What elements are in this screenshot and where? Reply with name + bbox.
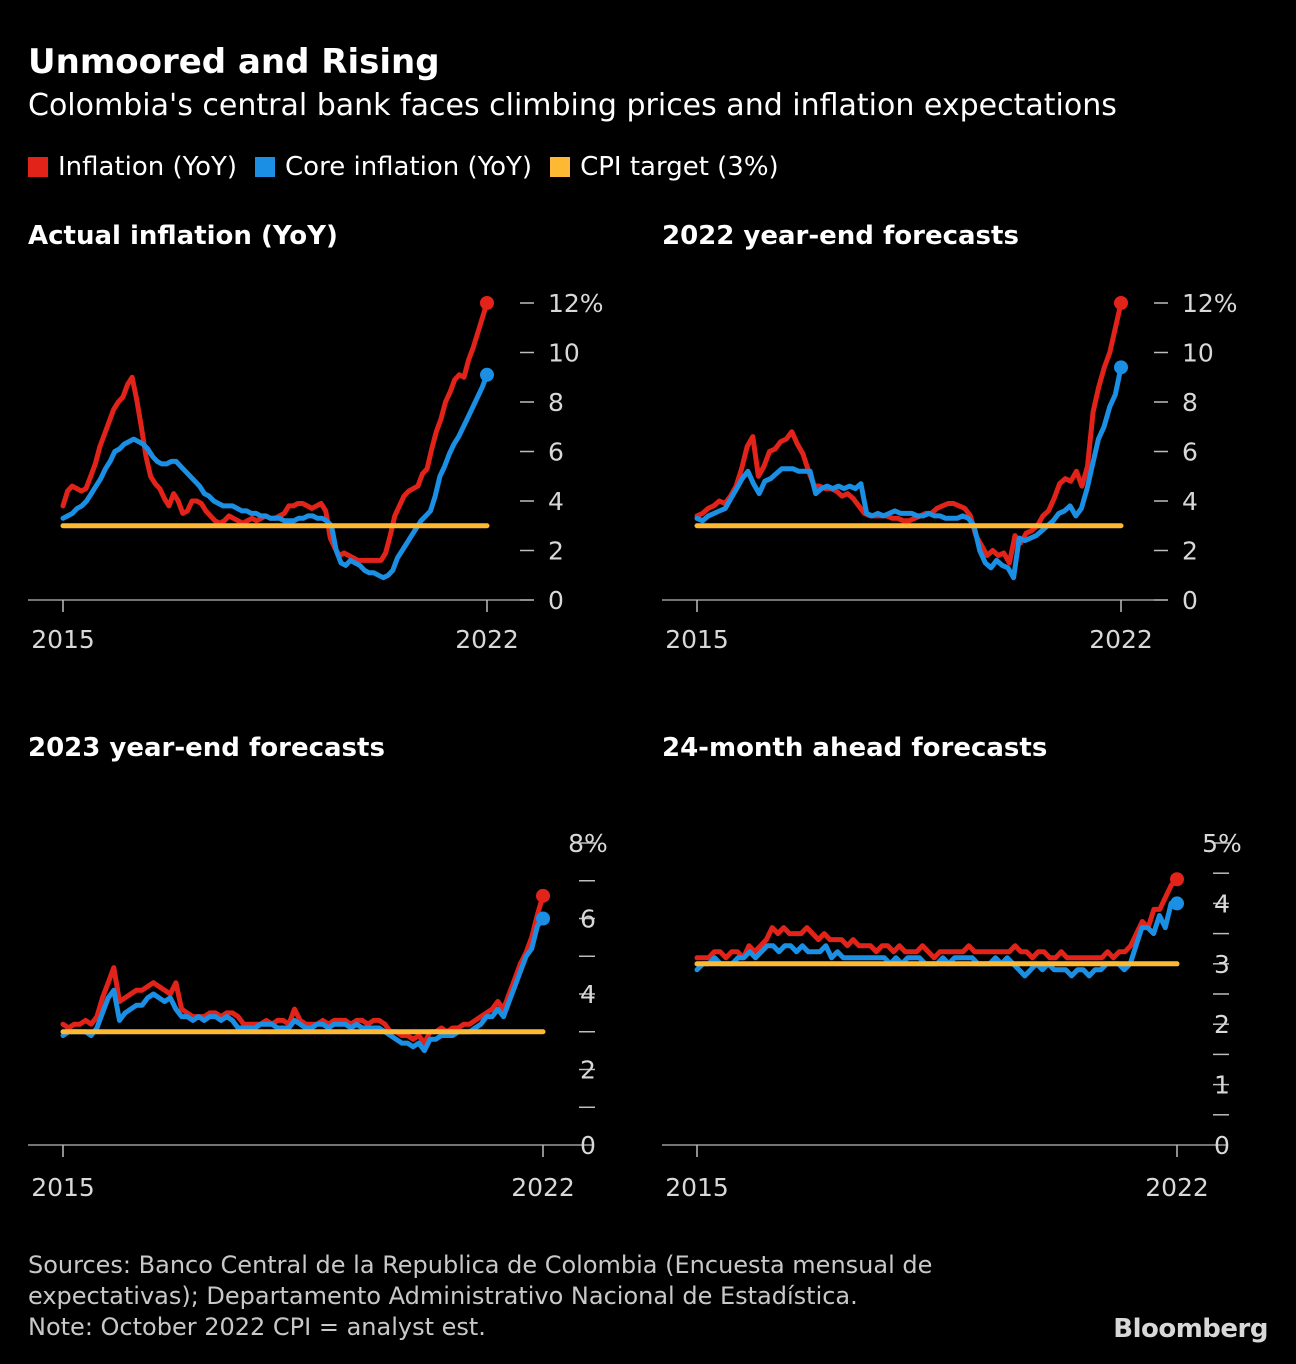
panel-title-2023-forecasts: 2023 year-end forecasts (28, 733, 385, 763)
series-line-inflation-yoy (694, 300, 1124, 566)
series-end-dot-inflation-yoy (536, 888, 550, 903)
x-tick-label: 2022 (1089, 625, 1153, 654)
y-tick-label: 2 (580, 1056, 596, 1085)
y-tick-label: 8 (1182, 388, 1198, 417)
y-tick-label: 4 (1214, 889, 1230, 918)
y-tick-label: 5% (1202, 829, 1242, 858)
footer-sources-line-2: expectativas); Departamento Administrati… (28, 1282, 858, 1310)
legend-item-core-inflation: Core inflation (YoY) (255, 150, 532, 184)
series-line-inflation-yoy (60, 893, 546, 1046)
legend-swatch-cpi-target (550, 157, 571, 177)
x-tick-label: 2022 (455, 625, 519, 654)
series-end-dot-inflation-yoy (1114, 296, 1128, 310)
series-end-dot-core-inflation-yoy (1170, 896, 1184, 911)
y-tick-label: 2 (548, 537, 564, 566)
legend-item-cpi-target: CPI target (3%) (550, 150, 779, 184)
y-tick-label: 6 (580, 905, 596, 934)
panel-title-2022-forecasts: 2022 year-end forecasts (662, 221, 1019, 251)
panel-title-24-month-forecasts: 24-month ahead forecasts (662, 733, 1048, 763)
y-tick-label: 0 (548, 586, 564, 615)
chart-subtitle: Colombia's central bank faces climbing p… (28, 88, 1117, 123)
series-end-dot-core-inflation-yoy (1114, 360, 1128, 375)
x-tick-label: 2015 (31, 1173, 95, 1202)
y-tick-label: 0 (1214, 1131, 1230, 1160)
legend-label-inflation: Inflation (YoY) (58, 152, 238, 182)
y-tick-label: 0 (1182, 586, 1198, 615)
series-line-inflation-yoy (694, 876, 1180, 961)
chart-title: Unmoored and Rising (28, 42, 440, 82)
panel-title-actual-inflation: Actual inflation (YoY) (28, 221, 338, 251)
y-tick-label: 10 (1182, 339, 1214, 368)
legend-item-inflation: Inflation (YoY) (28, 150, 237, 184)
y-tick-label: 4 (580, 980, 596, 1009)
legend-swatch-core-inflation (255, 157, 276, 177)
y-tick-label: 0 (580, 1131, 596, 1160)
y-tick-label: 2 (1182, 537, 1198, 566)
footer-note: Note: October 2022 CPI = analyst est. (28, 1313, 486, 1341)
chart-footer: Sources: Banco Central de la Republica d… (28, 1250, 932, 1343)
y-tick-label: 8 (548, 388, 564, 417)
series-end-dot-inflation-yoy (480, 296, 494, 310)
legend-label-cpi-target: CPI target (3%) (580, 152, 779, 182)
legend-label-core-inflation: Core inflation (YoY) (285, 152, 533, 182)
footer-sources-line-1: Sources: Banco Central de la Republica d… (28, 1251, 933, 1279)
x-tick-label: 2015 (665, 625, 729, 654)
bloomberg-logo: Bloomberg (1113, 1314, 1268, 1344)
series-end-dot-core-inflation-yoy (536, 911, 550, 926)
y-tick-label: 6 (548, 438, 564, 467)
series-end-dot-core-inflation-yoy (480, 367, 494, 382)
legend-swatch-inflation (28, 157, 48, 177)
y-tick-label: 4 (548, 487, 564, 516)
y-tick-label: 3 (1214, 950, 1230, 979)
y-tick-label: 4 (1182, 487, 1198, 516)
y-tick-label: 12% (1182, 289, 1238, 318)
x-tick-label: 2022 (1145, 1173, 1209, 1202)
x-tick-label: 2015 (31, 625, 95, 654)
y-tick-label: 8% (568, 829, 608, 858)
legend: Inflation (YoY) Core inflation (YoY) CPI… (28, 150, 797, 184)
x-tick-label: 2015 (665, 1173, 729, 1202)
y-tick-label: 10 (548, 339, 580, 368)
y-tick-label: 2 (1214, 1010, 1230, 1039)
y-tick-label: 12% (548, 289, 604, 318)
x-tick-label: 2022 (511, 1173, 575, 1202)
series-end-dot-inflation-yoy (1170, 872, 1184, 887)
y-tick-label: 1 (1214, 1071, 1230, 1100)
y-tick-label: 6 (1182, 438, 1198, 467)
